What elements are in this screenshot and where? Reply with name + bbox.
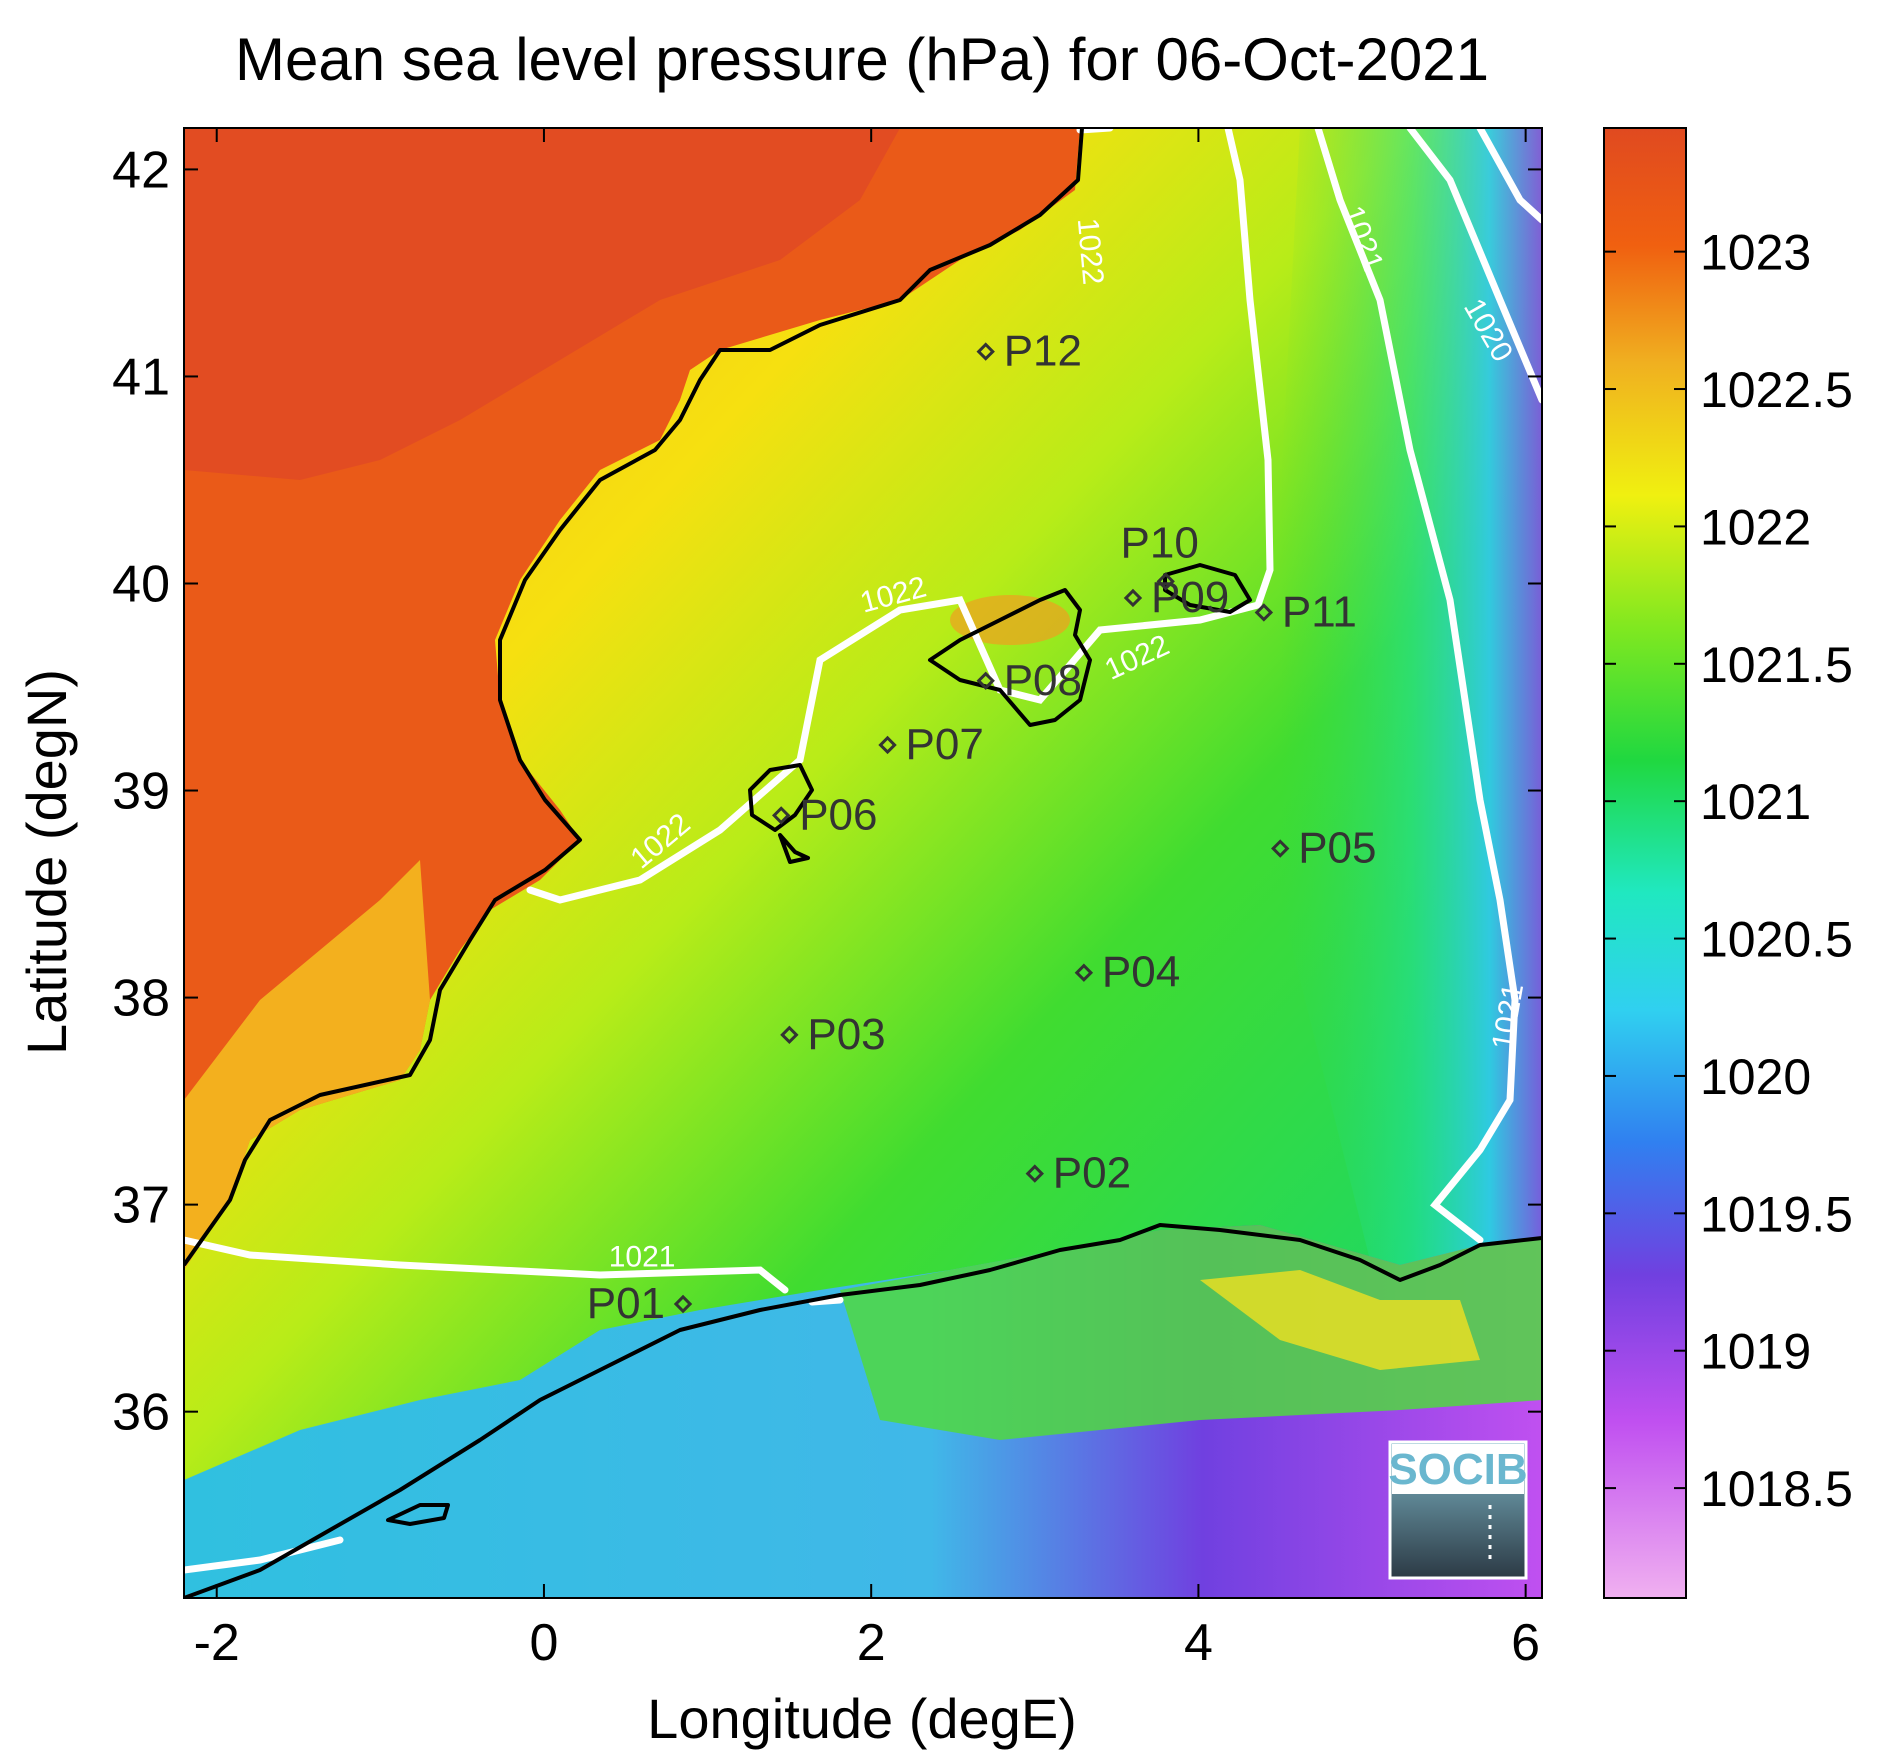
atlas-band [840, 1225, 1542, 1440]
station-label: P06 [799, 790, 877, 839]
station-marker [1025, 1164, 1044, 1183]
station-p07[interactable]: P07 [878, 720, 984, 769]
station-marker [780, 1025, 799, 1045]
x-axis-label: Longitude (degE) [647, 1687, 1077, 1750]
north-africa-coastline [184, 1223, 1542, 1598]
station-marker [1123, 588, 1143, 608]
y-tick-label: 40 [112, 555, 170, 613]
logo-text: SOCIB [1388, 1445, 1527, 1494]
y-tick-label: 42 [112, 141, 170, 199]
station-marker [976, 671, 995, 690]
colorbar-tick-label: 1023 [1700, 225, 1811, 281]
colorbar [1603, 127, 1687, 1599]
mallorca-coastline [928, 588, 1092, 727]
station-p09[interactable]: P09 [1123, 573, 1229, 622]
x-tick-label: 4 [1184, 1614, 1213, 1672]
pressure-field [184, 128, 1542, 1598]
alboran-coastline [386, 1503, 450, 1526]
station-p04[interactable]: P04 [1074, 948, 1180, 997]
station-label: P02 [1053, 1149, 1131, 1198]
iberia-coastal-band [184, 860, 430, 1270]
station-p01[interactable]: P01 [587, 1279, 693, 1328]
station-marker [1074, 963, 1094, 982]
station-label: P01 [587, 1279, 665, 1328]
socib-logo: SOCIB [1388, 1440, 1528, 1580]
station-label: P10 [1121, 518, 1199, 567]
contour-label: 1021 [609, 1241, 676, 1274]
iberia-highland [184, 128, 900, 480]
y-tick-label: 37 [112, 1177, 170, 1235]
colorbar-tick-label: 1019 [1700, 1324, 1811, 1380]
colorbar-tick-label: 1020 [1700, 1049, 1811, 1105]
colorbar-tick-label: 1022.5 [1700, 362, 1853, 418]
atlas-peaks [1200, 1270, 1480, 1370]
colorbar-tick-label: 1020.5 [1700, 912, 1853, 968]
isobar-1021-south [184, 1236, 844, 1574]
station-label: P09 [1151, 573, 1229, 622]
station-marker [976, 342, 995, 361]
station-marker [1156, 572, 1175, 591]
station-p11[interactable]: P11 [1254, 587, 1357, 636]
stations: P01 P02 P03 P04 P05 P06 P07 P08 P09 P10 P11 P12 [587, 327, 1377, 1328]
isobar-1021-east [1314, 128, 1519, 1244]
station-label: P07 [906, 720, 984, 769]
station-label: P08 [1004, 656, 1082, 705]
ibiza-formentera-coastline [748, 763, 814, 864]
y-tick-label: 36 [112, 1384, 170, 1442]
contour-label: 1022 [1071, 217, 1110, 286]
station-p02[interactable]: P02 [1025, 1149, 1131, 1198]
x-tick-label: -2 [194, 1614, 240, 1672]
x-tick-label: 0 [529, 1614, 558, 1672]
station-marker [878, 735, 897, 755]
x-axis-ticks: -2 0 2 4 6 [194, 128, 1540, 1672]
y-axis-label: Latitude (degN) [15, 669, 78, 1055]
iberia-coastline [184, 128, 1084, 1267]
station-marker [1254, 603, 1274, 622]
mallorca-warm-spot [950, 595, 1070, 645]
station-p08[interactable]: P08 [976, 656, 1082, 705]
y-tick-label: 39 [112, 763, 170, 821]
station-p10[interactable]: P10 [1121, 518, 1199, 591]
station-label: P03 [807, 1010, 885, 1059]
station-label: P05 [1298, 824, 1376, 873]
station-p05[interactable]: P05 [1271, 824, 1377, 873]
isobar-1020 [1406, 128, 1542, 404]
colorbar-tick-label: 1018.5 [1700, 1461, 1853, 1517]
station-p03[interactable]: P03 [780, 1010, 886, 1059]
x-tick-label: 2 [857, 1614, 886, 1672]
y-tick-label: 41 [112, 348, 170, 406]
chart-title: Mean sea level pressure (hPa) for 06-Oct… [235, 26, 1489, 93]
x-tick-label: 6 [1511, 1614, 1540, 1672]
y-tick-label: 38 [112, 970, 170, 1028]
plot-frame [183, 127, 1543, 1599]
colorbar-tick-label: 1022 [1700, 499, 1811, 555]
station-marker [772, 806, 791, 825]
station-marker [673, 1294, 693, 1314]
station-label: P04 [1102, 948, 1180, 997]
sea-field-east [1280, 128, 1542, 1300]
colorbar-tick-label: 1021.5 [1700, 637, 1853, 693]
station-label: P12 [1004, 327, 1082, 376]
menorca-coastline [1163, 563, 1252, 614]
station-p12[interactable]: P12 [976, 327, 1082, 376]
colorbar-tick-label: 1019.5 [1700, 1186, 1853, 1242]
station-marker [1271, 839, 1290, 858]
colorbar-tick-label: 1021 [1700, 774, 1811, 830]
station-label: P11 [1282, 587, 1357, 636]
colorbar-ticks: 1018.5 1019 1019.5 1020 1020.5 1021 1021.5 1022… [1604, 225, 1853, 1517]
station-p06[interactable]: P06 [772, 790, 877, 839]
y-axis-ticks: 36 37 38 39 40 41 42 [112, 141, 1542, 1442]
